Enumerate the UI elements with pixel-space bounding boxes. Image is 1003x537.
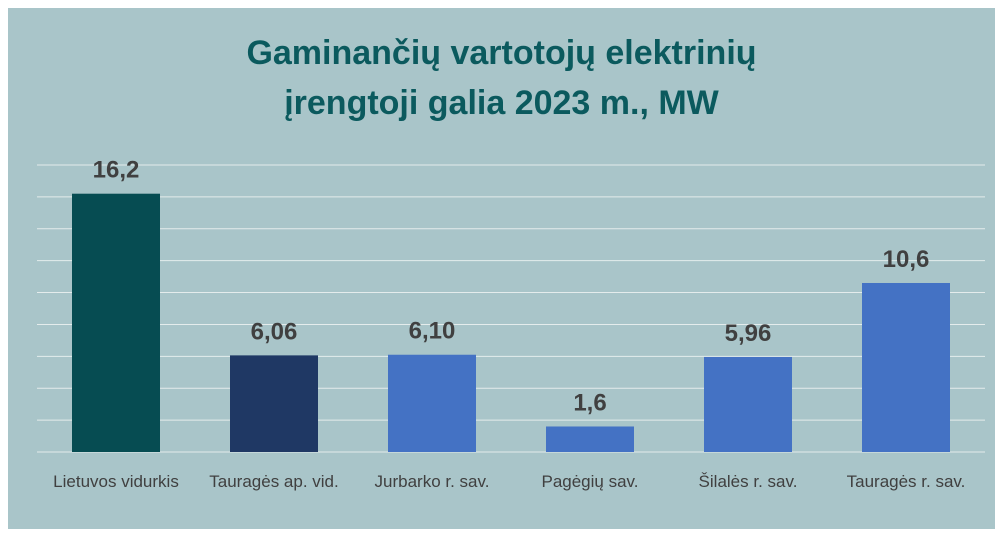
x-tick-label: Jurbarko r. sav. <box>374 472 490 491</box>
bar <box>388 354 476 452</box>
bar <box>862 282 950 452</box>
value-label: 5,96 <box>725 320 772 347</box>
bar <box>704 356 792 452</box>
x-tick-label: Šilalės r. sav. <box>698 472 798 491</box>
x-tick-label: Lietuvos vidurkis <box>53 472 179 491</box>
x-tick-label: Tauragės ap. vid. <box>209 472 339 491</box>
value-label: 6,10 <box>409 318 456 345</box>
value-label: 6,06 <box>251 318 298 345</box>
value-label: 10,6 <box>883 246 930 273</box>
chart-title: Gaminančių vartotojų elektrinių įrengtoj… <box>246 34 757 122</box>
x-tick-label: Pagėgių sav. <box>541 472 639 491</box>
value-label: 16,2 <box>93 157 140 184</box>
bar <box>546 426 634 452</box>
bar <box>72 193 160 452</box>
x-tick-label: Tauragės r. sav. <box>846 472 966 491</box>
title-box: Gaminančių vartotojų elektrinių įrengtoj… <box>0 28 1003 128</box>
chart-background <box>8 8 995 529</box>
bar <box>230 355 318 452</box>
value-label: 1,6 <box>573 389 606 416</box>
